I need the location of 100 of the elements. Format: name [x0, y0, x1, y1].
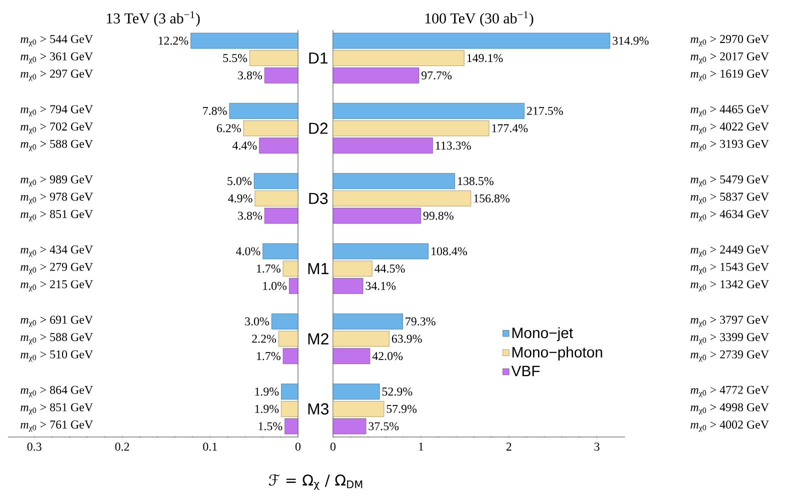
bar — [249, 50, 298, 66]
data-label: 63.9% — [392, 334, 422, 343]
annotation: m$_{χ0}$ > 978 GeV — [20, 192, 93, 204]
annotation: m$_{χ0}$ > 588 GeV — [20, 140, 93, 152]
x-tick-label: 0 — [330, 442, 336, 451]
bar — [332, 314, 403, 330]
text: m$_{χ0}$ > 3193 GeV — [690, 140, 769, 152]
data-label: 1.9% — [255, 388, 279, 396]
x-tick-label: 0.2 — [115, 442, 130, 451]
annotation: m$_{χ0}$ > 361 GeV — [20, 52, 93, 64]
data-label: 3.0% — [245, 317, 270, 326]
bar — [243, 120, 298, 136]
y-tick-label: D2 — [309, 122, 328, 134]
bar — [271, 314, 298, 330]
annotation: m$_{χ0}$ > 510 GeV — [20, 350, 93, 362]
text: m$_{χ0}$ > 4465 GeV — [690, 105, 769, 117]
bar — [284, 418, 298, 434]
data-label: 57.9% — [386, 404, 417, 413]
x-tick-label: 0.1 — [203, 442, 217, 451]
data-label: 97.7% — [422, 71, 452, 80]
bar — [254, 190, 298, 206]
text: m$_{χ0}$ > 2970 GeV — [690, 35, 769, 46]
data-label: 5.5% — [223, 54, 248, 62]
data-label: 108.4% — [432, 247, 467, 256]
x-axis-title: ℱ = Ω$_{χ}$ / Ω$_{DM}$ — [268, 474, 362, 490]
annotation: m$_{χ0}$ > 215 GeV — [20, 280, 93, 292]
bar — [332, 278, 364, 294]
data-label: 4.0% — [236, 247, 260, 256]
bar — [190, 32, 298, 49]
text: m$_{χ0}$ > 5479 GeV — [690, 175, 769, 187]
data-label: 1.7% — [257, 264, 280, 273]
data-label: 156.8% — [474, 194, 510, 202]
data-label: 99.8% — [423, 212, 454, 220]
x-tick-label: 0.3 — [27, 442, 42, 451]
y-tick-label: M3 — [308, 403, 328, 415]
text: m$_{χ0}$ > 1543 GeV — [690, 262, 769, 274]
bar — [332, 208, 421, 224]
annotation: m$_{χ0}$ > 702 GeV — [20, 122, 93, 134]
bar — [281, 384, 298, 400]
data-label: 7.8% — [203, 106, 227, 115]
text: m$_{χ0}$ > 4002 GeV — [690, 420, 769, 432]
y-tick-label: M2 — [308, 333, 328, 344]
bar — [289, 278, 298, 294]
bar — [332, 330, 390, 347]
data-label: 4.9% — [228, 194, 252, 202]
data-label: 1.7% — [257, 352, 280, 360]
data-label: 314.9% — [612, 36, 649, 45]
text: m$_{χ0}$ > 4022 GeV — [690, 122, 769, 134]
bar — [332, 138, 433, 154]
annotation: m$_{χ0}$ > 434 GeV — [20, 246, 93, 257]
bar — [332, 67, 420, 84]
annotation: m$_{χ0}$ > 544 GeV — [20, 35, 93, 46]
chart-title: 13 TeV (3 ab$^{−1}$) — [106, 11, 200, 27]
data-label: 34.1% — [366, 282, 396, 290]
data-label: 3.8% — [238, 212, 262, 220]
bar — [332, 260, 372, 277]
data-label: 3.8% — [238, 71, 262, 80]
annotation: m$_{χ0}$ > 989 GeV — [20, 175, 93, 187]
data-label: 138.5% — [458, 177, 494, 186]
legend-label: Mono−photon — [512, 346, 602, 360]
bar — [264, 67, 298, 84]
data-label: 2.2% — [252, 334, 276, 343]
text: m$_{χ0}$ > 4772 GeV — [690, 386, 769, 398]
annotation: m$_{χ0}$ > 761 GeV — [20, 420, 93, 432]
bar — [229, 102, 298, 119]
data-label: 217.5% — [527, 106, 563, 115]
y-tick-label: D3 — [309, 192, 328, 204]
bar — [332, 243, 429, 260]
data-label: 1.0% — [263, 282, 287, 290]
bar — [282, 348, 298, 364]
bar — [282, 260, 298, 277]
text: m$_{χ0}$ > 1342 GeV — [690, 280, 769, 292]
y-tick-label: M1 — [308, 263, 328, 274]
bar — [332, 418, 366, 434]
text: m$_{χ0}$ > 5837 GeV — [690, 192, 769, 204]
data-label: 4.4% — [232, 142, 257, 150]
y-tick-label: D1 — [309, 52, 328, 64]
data-label: 52.9% — [382, 388, 412, 396]
text: m$_{χ0}$ > 1619 GeV — [690, 70, 769, 82]
text: m$_{χ0}$ > 3399 GeV — [690, 333, 769, 344]
data-label: 149.1% — [467, 54, 503, 62]
annotation: m$_{χ0}$ > 279 GeV — [20, 262, 93, 274]
bar — [259, 138, 298, 154]
text: m$_{χ0}$ > 4998 GeV — [690, 403, 769, 415]
x-tick-label: 3 — [594, 442, 600, 451]
data-label: 44.5% — [374, 264, 405, 273]
annotation: m$_{χ0}$ > 588 GeV — [20, 333, 93, 344]
bar — [332, 173, 456, 190]
data-label: 37.5% — [368, 422, 399, 430]
text: m$_{χ0}$ > 2449 GeV — [690, 246, 769, 257]
text: m$_{χ0}$ > 4634 GeV — [690, 210, 769, 222]
annotation: m$_{χ0}$ > 851 GeV — [20, 210, 93, 222]
legend-label: Mono−jet — [512, 327, 574, 342]
x-tick-label: 2 — [506, 442, 512, 451]
annotation: m$_{χ0}$ > 691 GeV — [20, 316, 93, 328]
x-tick-label: 1 — [419, 442, 424, 451]
data-label: 79.3% — [406, 317, 436, 326]
chart-title: 100 TeV (30 ab$^{−1}$) — [425, 11, 534, 27]
bar — [278, 330, 298, 347]
x-tick-label: 0 — [295, 442, 301, 451]
